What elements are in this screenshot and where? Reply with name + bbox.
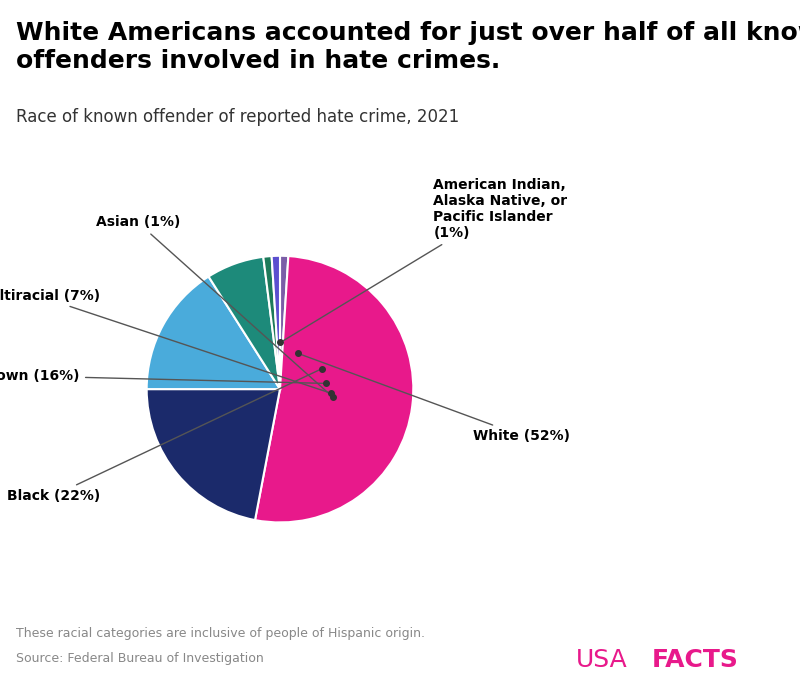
- Text: Source: Federal Bureau of Investigation: Source: Federal Bureau of Investigation: [16, 652, 264, 665]
- Text: Race of known offender of reported hate crime, 2021: Race of known offender of reported hate …: [16, 108, 459, 126]
- Text: Asian (1%): Asian (1%): [96, 215, 330, 395]
- Wedge shape: [272, 256, 280, 389]
- Text: White (52%): White (52%): [301, 355, 570, 443]
- Text: American Indian,
Alaska Native, or
Pacific Islander
(1%): American Indian, Alaska Native, or Pacif…: [282, 178, 567, 341]
- Text: White Americans accounted for just over half of all known
offenders involved in : White Americans accounted for just over …: [16, 21, 800, 72]
- Text: These racial categories are inclusive of people of Hispanic origin.: These racial categories are inclusive of…: [16, 627, 425, 641]
- Wedge shape: [146, 277, 280, 389]
- Text: Unknown (16%): Unknown (16%): [0, 369, 323, 383]
- Wedge shape: [209, 256, 280, 389]
- Wedge shape: [263, 256, 280, 389]
- Wedge shape: [255, 256, 414, 523]
- Text: FACTS: FACTS: [652, 648, 739, 672]
- Text: Black (22%): Black (22%): [6, 370, 319, 503]
- Wedge shape: [146, 389, 280, 520]
- Text: Multiracial (7%): Multiracial (7%): [0, 289, 328, 392]
- Wedge shape: [280, 256, 288, 389]
- Text: USA: USA: [576, 648, 628, 672]
